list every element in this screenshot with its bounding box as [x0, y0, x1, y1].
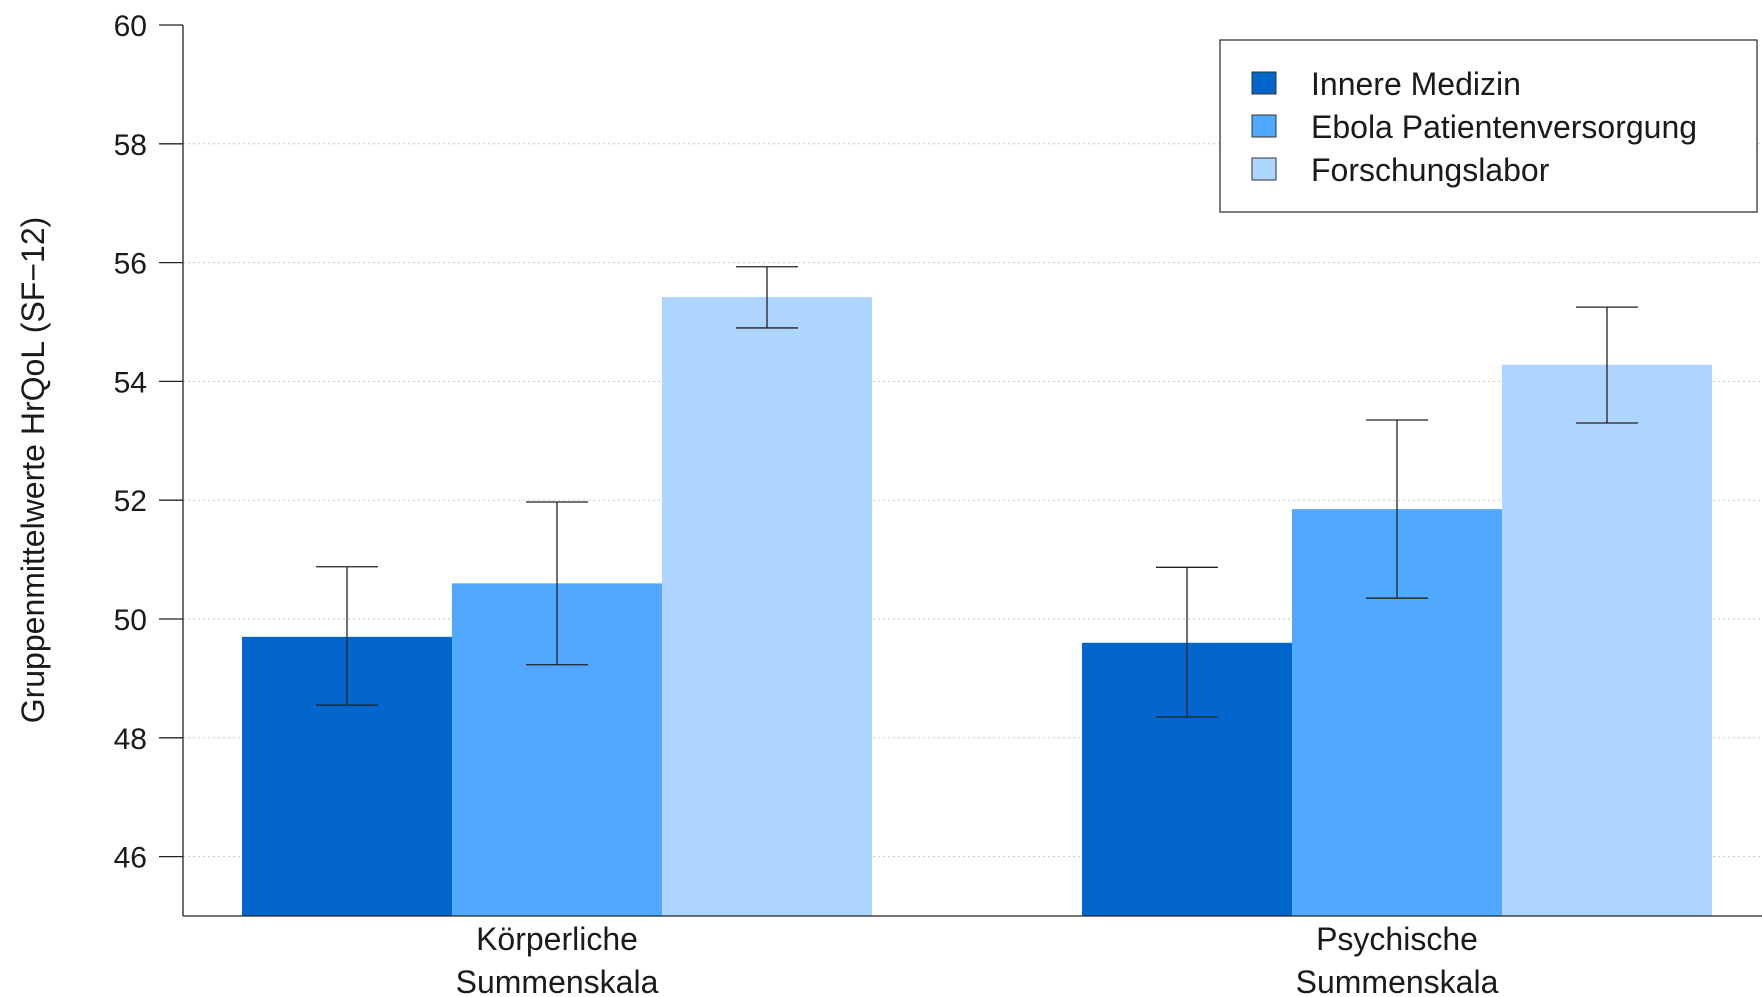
legend-swatch	[1251, 71, 1277, 95]
legend-label: Innere Medizin	[1311, 66, 1521, 102]
legend-swatch	[1251, 157, 1277, 181]
y-tick-label: 48	[114, 723, 147, 756]
legend: Innere Medizin Ebola Patientenversorgung F…	[1219, 39, 1758, 213]
bar	[1502, 364, 1712, 916]
x-category-label: Körperliche	[476, 921, 638, 957]
error-bars	[316, 266, 1638, 718]
y-tick-label: 56	[114, 248, 147, 281]
y-tick-label: 50	[114, 604, 147, 637]
legend-label: Forschungslabor	[1311, 152, 1550, 188]
y-tick-label: 46	[114, 842, 147, 875]
y-tick-label: 52	[114, 485, 147, 518]
legend-swatch	[1251, 114, 1277, 138]
category-labels: Körperliche Summenskala Psychische Summensk…	[456, 921, 1499, 997]
x-category-label: Summenskala	[456, 964, 659, 997]
y-ticks: 46 48 50 52 54 56 58 60	[114, 10, 183, 875]
x-category-label: Psychische	[1316, 921, 1478, 957]
legend-box	[1219, 39, 1758, 213]
bar	[662, 297, 872, 916]
y-tick-label: 60	[114, 10, 147, 43]
x-category-label: Summenskala	[1296, 964, 1499, 997]
y-axis-title: Gruppenmittelwerte HrQoL (SF−12)	[15, 217, 51, 724]
bars	[242, 297, 1712, 916]
legend-label: Ebola Patientenversorgung	[1311, 109, 1697, 145]
y-tick-label: 54	[114, 366, 147, 399]
y-tick-label: 58	[114, 129, 147, 162]
axes	[182, 25, 1762, 917]
